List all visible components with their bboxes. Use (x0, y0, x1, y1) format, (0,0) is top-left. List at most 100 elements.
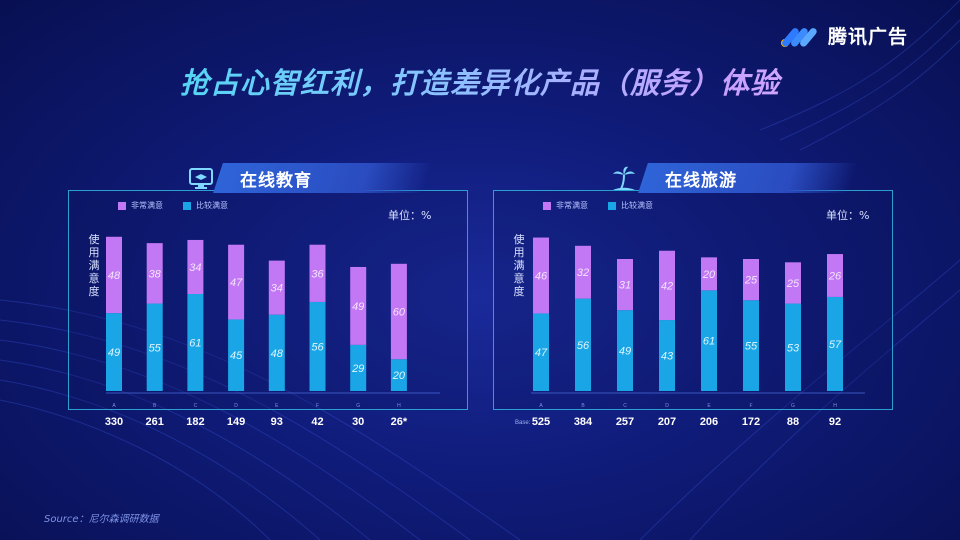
bar-very-satisfied (187, 239, 204, 295)
palm-tree-icon (613, 166, 635, 190)
base-value-label: 207 (658, 416, 676, 428)
category-tick-label: F (316, 403, 319, 409)
base-value-label: 525 (532, 416, 550, 428)
data-label-very-satisfied: 46 (535, 271, 548, 283)
data-label-satisfied: 55 (149, 342, 162, 354)
data-label-satisfied: 56 (577, 340, 590, 352)
category-tick-label: G (791, 403, 795, 409)
category-tick-label: A (539, 403, 543, 409)
category-tick-label: D (234, 403, 238, 409)
stacked-bar-chart: 49 48 A 330 55 38 B 261 61 34 C 182 45 47 D 149 48 34 E 93 5… (105, 236, 440, 428)
legend-label: 比较满意 (196, 201, 228, 210)
panel-title: 在线旅游 (665, 171, 737, 191)
legend-item-satisfied: 比较满意 (183, 200, 228, 211)
panel-frame (493, 190, 893, 410)
bar-very-satisfied (390, 263, 407, 360)
bar-satisfied (187, 294, 204, 391)
data-label-very-satisfied: 25 (744, 275, 758, 287)
category-tick-label: E (707, 403, 711, 409)
legend-item-satisfied: 比较满意 (608, 200, 653, 211)
data-label-satisfied: 45 (230, 350, 243, 362)
bar-satisfied (106, 313, 122, 391)
bar-satisfied (617, 310, 633, 391)
bar-very-satisfied (743, 259, 759, 301)
category-tick-label: E (275, 403, 279, 409)
data-label-satisfied: 49 (619, 346, 631, 358)
bar-very-satisfied (701, 257, 717, 291)
bar-satisfied (268, 314, 285, 391)
bar-very-satisfied (106, 236, 122, 314)
base-value-label: 172 (742, 416, 760, 428)
data-label-very-satisfied: 25 (786, 278, 800, 290)
data-label-very-satisfied: 60 (393, 307, 406, 319)
tencent-ads-logo-icon (781, 27, 817, 47)
bar-satisfied (743, 300, 759, 391)
base-value-label: 93 (271, 416, 283, 428)
category-tick-label: H (397, 403, 401, 409)
legend-label: 比较满意 (621, 201, 653, 210)
data-label-very-satisfied: 36 (311, 268, 324, 280)
data-label-very-satisfied: 42 (661, 280, 673, 292)
legend: 非常满意 比较满意 (118, 200, 228, 211)
base-value-label: 182 (186, 416, 204, 428)
bar-very-satisfied (146, 243, 163, 304)
bar-satisfied (701, 290, 717, 391)
bar-satisfied (146, 303, 163, 391)
legend-swatch (608, 201, 616, 210)
data-label-satisfied: 49 (108, 347, 120, 359)
data-label-satisfied: 57 (829, 339, 842, 351)
data-label-very-satisfied: 49 (352, 301, 364, 313)
bar-very-satisfied (309, 244, 326, 302)
data-label-satisfied: 61 (189, 338, 201, 350)
bar-very-satisfied (228, 244, 245, 320)
bar-very-satisfied (785, 262, 801, 304)
base-label: Base: (515, 420, 531, 426)
base-value-label: 92 (829, 416, 841, 428)
bar-very-satisfied (617, 259, 633, 311)
bar-very-satisfied (268, 260, 285, 315)
data-label-satisfied: 48 (271, 348, 284, 360)
base-value-label: 42 (311, 416, 323, 428)
data-label-very-satisfied: 31 (619, 280, 631, 292)
y-axis-label: 使用满意度 (88, 233, 100, 298)
data-label-satisfied: 55 (745, 341, 758, 353)
legend: 非常满意 比较满意 (543, 200, 653, 211)
base-value-label: 330 (105, 416, 123, 428)
data-label-satisfied: 61 (703, 336, 715, 348)
base-value-label: 88 (787, 416, 799, 428)
data-label-satisfied: 56 (311, 341, 324, 353)
legend-swatch (118, 201, 126, 210)
data-label-satisfied: 43 (661, 351, 674, 363)
data-label-very-satisfied: 20 (702, 269, 716, 281)
data-label-very-satisfied: 34 (189, 262, 201, 274)
legend-swatch (543, 201, 551, 210)
base-value-label: 30 (352, 416, 364, 428)
base-value-label: 26* (391, 416, 408, 428)
data-label-very-satisfied: 47 (230, 277, 243, 289)
category-tick-label: D (665, 403, 669, 409)
base-value-label: 257 (616, 416, 634, 428)
bar-satisfied (309, 301, 326, 391)
bar-satisfied (659, 320, 675, 391)
data-label-very-satisfied: 34 (271, 283, 283, 295)
base-value-label: 149 (227, 416, 245, 428)
data-label-very-satisfied: 48 (108, 270, 121, 282)
category-tick-label: C (194, 403, 198, 409)
bar-very-satisfied (659, 250, 675, 321)
category-tick-label: B (153, 403, 157, 409)
panel-online-education: 在线教育 非常满意 比较满意 单位：% 使用满意度 49 48 A 330 55 38 B 2… (68, 163, 468, 428)
legend-item-very-satisfied: 非常满意 (118, 200, 163, 211)
data-label-satisfied: 53 (787, 342, 800, 354)
panel-title: 在线教育 (240, 171, 312, 191)
brand: 腾讯广告 (780, 22, 908, 49)
data-label-satisfied: 20 (392, 370, 406, 382)
base-value-label: 384 (574, 416, 593, 428)
stacked-bar-chart: Base: 47 46 A 525 56 32 B 384 49 31 C 257 43 42 D 207 61 2… (515, 237, 865, 428)
monitor-graduation-icon (189, 168, 213, 189)
data-label-very-satisfied: 32 (577, 267, 589, 279)
bar-satisfied (350, 344, 367, 391)
bar-satisfied (785, 303, 801, 391)
legend-item-very-satisfied: 非常满意 (543, 200, 588, 211)
page-title: 抢占心智红利，打造差异化产品（服务）体验 (0, 60, 960, 102)
